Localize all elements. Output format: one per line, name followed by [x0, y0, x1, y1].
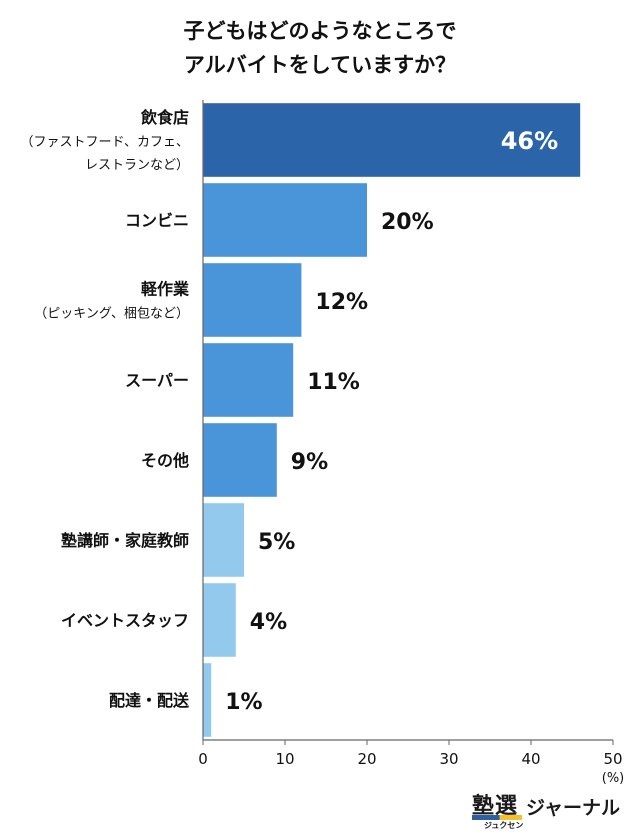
- category-label: （ファストフード、カフェ、: [21, 135, 189, 150]
- chart-title-line-1: 子どもはどのようなところで: [183, 19, 457, 43]
- category-label: （ピッキング、梱包など）: [34, 307, 189, 322]
- bar: [203, 343, 294, 417]
- bar: [203, 663, 212, 737]
- x-tick-label: 10: [275, 750, 294, 768]
- data-label: 46%: [501, 127, 558, 155]
- category-label: 飲食店: [140, 108, 189, 127]
- data-label: 5%: [258, 530, 295, 555]
- logo-underline: [471, 815, 522, 820]
- category-label: スーパー: [125, 371, 189, 390]
- logo-kanji: 塾選: [471, 794, 518, 819]
- x-tick-label: 0: [198, 750, 208, 768]
- x-tick-label: 50: [603, 750, 622, 768]
- bar: [203, 103, 581, 177]
- x-axis-unit: (%): [602, 771, 625, 786]
- category-label: その他: [141, 451, 189, 470]
- bar: [203, 183, 367, 257]
- bar: [203, 423, 277, 497]
- category-label: レストランなど）: [85, 158, 189, 173]
- x-tick-label: 20: [357, 750, 376, 768]
- category-label: コンビニ: [125, 211, 189, 230]
- bar: [203, 583, 236, 657]
- chart-title: 子どもはどのようなところで アルバイトをしていますか？: [0, 14, 640, 82]
- data-label: 9%: [291, 450, 328, 475]
- data-label: 4%: [250, 610, 287, 635]
- logo-text: ジャーナル: [525, 797, 620, 819]
- x-tick-label: 40: [521, 750, 540, 768]
- data-label: 20%: [381, 210, 434, 235]
- data-label: 1%: [225, 690, 262, 715]
- data-label: 12%: [315, 290, 368, 315]
- logo-mark: 塾選 ジュクセン: [471, 788, 524, 832]
- brand-logo: 塾選 ジュクセン ジャーナル: [471, 788, 620, 832]
- category-label: 塾講師・家庭教師: [61, 531, 189, 550]
- category-label: 軽作業: [141, 280, 190, 299]
- logo-ruby: ジュクセン: [483, 821, 524, 830]
- category-label: 配達・配送: [109, 691, 190, 710]
- bar: [203, 503, 244, 577]
- x-tick-label: 30: [439, 750, 458, 768]
- bar: [203, 263, 302, 337]
- category-label: イベントスタッフ: [61, 611, 189, 630]
- data-label: 11%: [307, 370, 360, 395]
- chart-title-line-2: アルバイトをしていますか？: [183, 53, 457, 77]
